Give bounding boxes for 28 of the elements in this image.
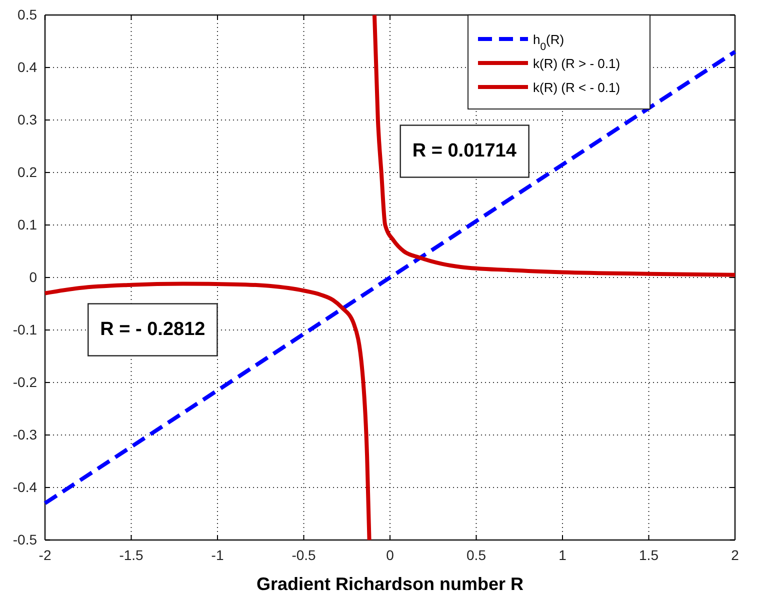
- annotation: R = 0.01714: [412, 140, 517, 162]
- x-tick-label: 1: [558, 546, 567, 563]
- y-tick-label: -0.4: [12, 478, 38, 495]
- y-tick-label: 0.4: [18, 58, 38, 75]
- y-tick-label: 0.2: [18, 164, 38, 180]
- legend-label: h$_{0}$(R): [533, 32, 564, 52]
- legend-label: k(R) (R < - 0.1): [533, 80, 620, 95]
- y-tick-label: -0.3: [12, 426, 38, 442]
- y-tick-label: -0.5: [12, 531, 38, 548]
- x-tick-label: 2: [731, 546, 740, 563]
- x-tick-label: 0.5: [466, 546, 486, 563]
- x-tick-label: 0: [386, 546, 394, 563]
- y-tick-label: 0.5: [18, 6, 38, 22]
- x-axis-title: Gradient Richardson number R: [256, 574, 524, 594]
- y-tick-label: -0.1: [12, 321, 38, 338]
- annotation: R = - 0.2812: [100, 318, 206, 340]
- y-tick-label: 0: [29, 268, 38, 285]
- x-tick-label: -0.5: [292, 546, 316, 563]
- y-tick-label: -0.2: [12, 374, 38, 390]
- x-tick-label: 1.5: [639, 546, 659, 563]
- x-tick-label: -1.5: [119, 546, 144, 563]
- y-tick-label: 0.3: [18, 111, 38, 128]
- y-tick-label: 0.1: [18, 216, 38, 232]
- x-tick-label: -2: [38, 546, 52, 563]
- line-series: [372, 13, 737, 277]
- x-tick-label: -1: [211, 546, 224, 563]
- line-series: [43, 282, 372, 542]
- legend-label: k(R) (R > - 0.1): [533, 56, 620, 71]
